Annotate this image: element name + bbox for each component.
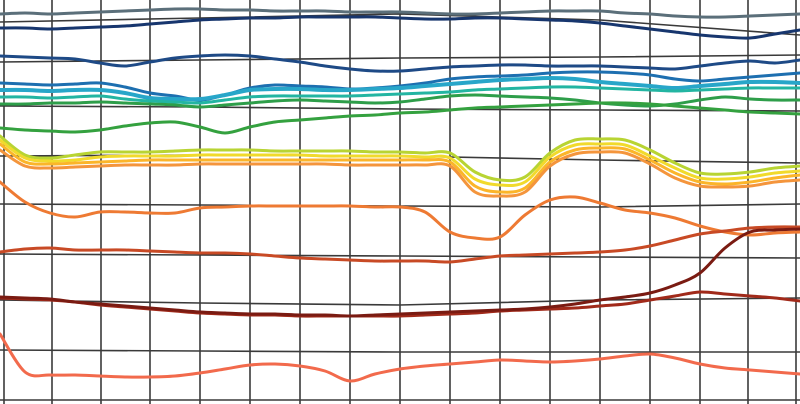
horizontal-gridline	[0, 54, 800, 63]
series-line-17	[0, 332, 800, 383]
series-line-1	[0, 7, 800, 19]
series-line-3	[0, 53, 800, 73]
series-line-16	[0, 227, 800, 318]
series-line-14	[0, 225, 800, 264]
series-line-8	[0, 101, 800, 135]
series-line-2	[0, 15, 800, 40]
horizontal-gridline	[0, 297, 800, 306]
series-line-12	[0, 148, 800, 198]
series-line-11	[0, 142, 800, 194]
series-line-9	[0, 134, 800, 183]
series-line-10	[0, 138, 800, 188]
horizontal-gridline	[0, 105, 800, 112]
series-lines	[0, 7, 800, 383]
horizontal-gridline	[0, 253, 800, 259]
series-line-6	[0, 85, 800, 105]
horizontal-gridline	[0, 13, 800, 36]
series-line-13	[0, 180, 800, 241]
series-line-5	[0, 76, 800, 102]
horizontal-gridline	[0, 349, 800, 353]
